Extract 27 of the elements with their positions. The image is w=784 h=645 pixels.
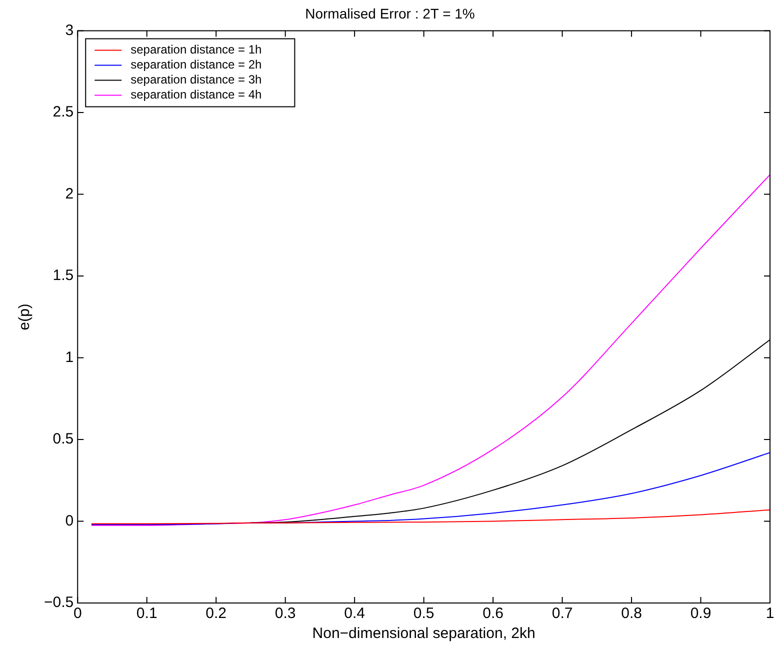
x-tick-label: 0.5	[413, 605, 434, 622]
y-tick-label: 3	[65, 22, 74, 39]
line-series	[90, 174, 770, 526]
x-tick-label: 0.3	[274, 605, 296, 622]
y-tick-label: 0	[65, 512, 74, 530]
legend-label: separation distance = 3h	[130, 72, 262, 87]
line-series	[90, 509, 770, 524]
y-tick-label: 2.5	[52, 104, 74, 121]
x-tick-label: 1	[766, 605, 774, 622]
x-tick-label: 0.7	[552, 605, 573, 622]
y-tick-label: 1	[65, 348, 74, 366]
y-tick-label: −0.5	[44, 594, 74, 612]
legend-label: separation distance = 4h	[130, 88, 262, 102]
x-tick-label: 0.4	[344, 605, 365, 622]
x-axis-title: Non−dimensional separation, 2kh	[312, 625, 536, 642]
y-tick-label: 2	[65, 185, 74, 202]
y-tick-label: 0.5	[52, 430, 74, 448]
x-tick-label: 0.9	[690, 605, 712, 622]
legend-label: separation distance = 2h	[130, 58, 262, 72]
chart-title: Normalised Error : 2T = 1%	[305, 5, 475, 22]
legend-label: separation distance = 1h	[130, 42, 262, 57]
x-tick-label: 0.6	[482, 605, 504, 622]
x-tick-label: 0.8	[621, 605, 642, 622]
x-tick-label: 0.2	[206, 605, 227, 622]
y-tick-label: 1.5	[52, 267, 74, 284]
x-tick-label: 0.1	[136, 605, 158, 622]
y-axis-title: e(p)	[16, 304, 34, 330]
